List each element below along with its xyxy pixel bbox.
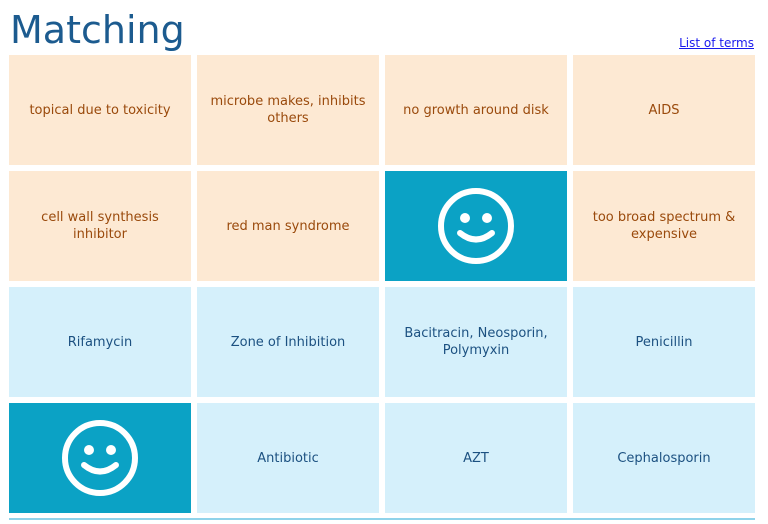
tile-label: Bacitracin, Neosporin, Polymyxin (404, 326, 548, 358)
tile-label: Antibiotic (257, 450, 319, 466)
smiley-icon (62, 420, 138, 496)
definition-tile[interactable]: topical due to toxicity (9, 55, 191, 165)
term-tile[interactable]: AZT (385, 403, 567, 513)
tile-label: no growth around disk (403, 102, 549, 118)
definition-tile[interactable]: too broad spectrum & expensive (573, 171, 755, 281)
term-tile[interactable]: Antibiotic (197, 403, 379, 513)
definition-tile[interactable]: no growth around disk (385, 55, 567, 165)
matched-tile (9, 403, 191, 513)
tile-label: AIDS (648, 102, 680, 118)
matching-grid: topical due to toxicity microbe makes, in… (9, 55, 755, 513)
tile-label: red man syndrome (226, 218, 350, 234)
bottom-divider (9, 518, 755, 520)
matched-tile (385, 171, 567, 281)
tile-label: topical due to toxicity (29, 102, 171, 118)
tile-label: cell wall synthesis inhibitor (41, 210, 159, 242)
tile-label: Penicillin (635, 334, 693, 350)
list-of-terms-link[interactable]: List of terms (679, 36, 754, 50)
smiley-icon (438, 188, 514, 264)
definition-tile[interactable]: cell wall synthesis inhibitor (9, 171, 191, 281)
tile-label: Zone of Inhibition (230, 334, 346, 350)
page-title: Matching (10, 8, 185, 52)
term-tile[interactable]: Cephalosporin (573, 403, 755, 513)
term-tile[interactable]: Penicillin (573, 287, 755, 397)
tile-label: Rifamycin (67, 334, 133, 350)
tile-label: too broad spectrum & expensive (592, 210, 736, 242)
definition-tile[interactable]: microbe makes, inhibits others (197, 55, 379, 165)
term-tile[interactable]: Rifamycin (9, 287, 191, 397)
tile-label: AZT (463, 450, 489, 466)
term-tile[interactable]: Bacitracin, Neosporin, Polymyxin (385, 287, 567, 397)
definition-tile[interactable]: AIDS (573, 55, 755, 165)
tile-label: Cephalosporin (617, 450, 711, 466)
term-tile[interactable]: Zone of Inhibition (197, 287, 379, 397)
tile-label: microbe makes, inhibits others (210, 94, 366, 126)
definition-tile[interactable]: red man syndrome (197, 171, 379, 281)
